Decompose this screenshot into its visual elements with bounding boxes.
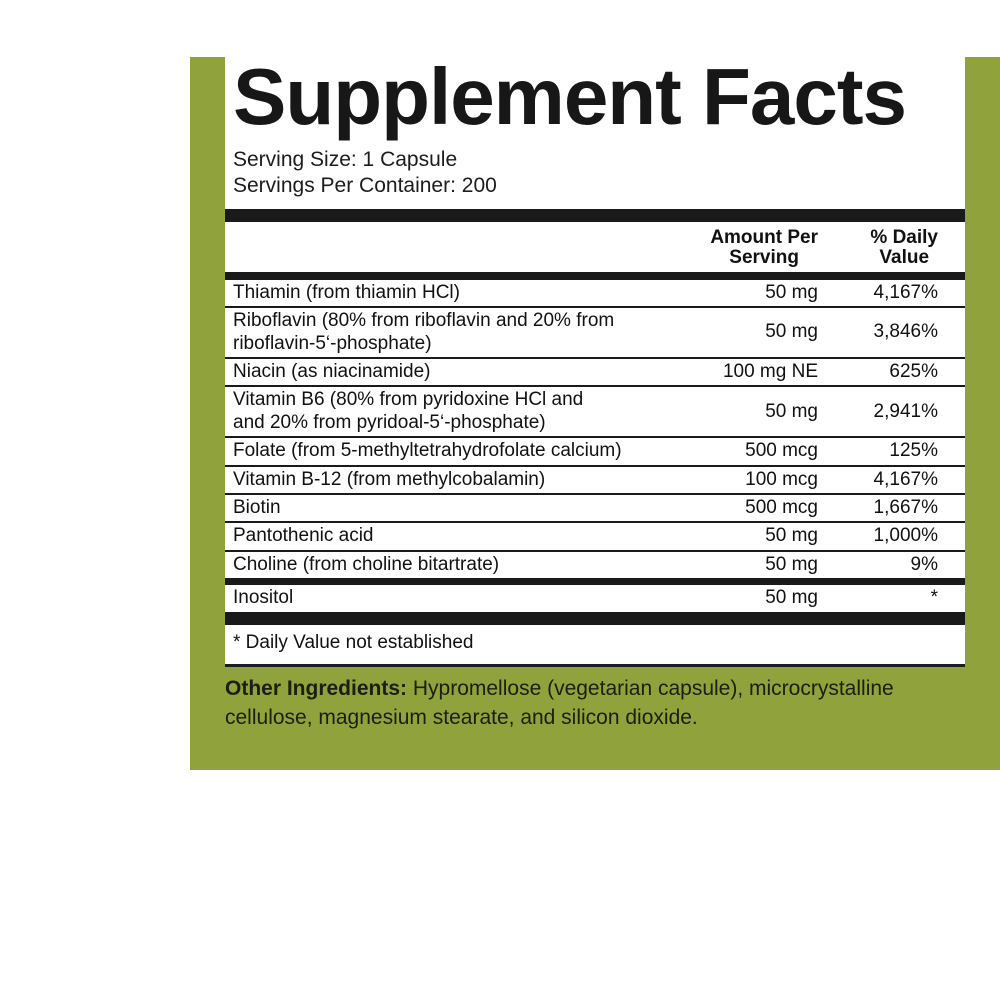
table-row: Inositol 50 mg *: [225, 585, 965, 611]
percent-daily-value: 2,941%: [873, 400, 938, 422]
header-percent-daily-value: % Daily Value: [870, 226, 938, 268]
panel-header-block: Supplement Facts Serving Size: 1 Capsule…: [225, 57, 965, 200]
amount-per-serving: 100 mcg: [745, 468, 818, 490]
amount-per-serving: 500 mcg: [745, 497, 818, 519]
daily-value-footnote: * Daily Value not established: [233, 631, 474, 653]
amount-per-serving: 50 mg: [765, 281, 818, 303]
percent-daily-value: 4,167%: [873, 281, 938, 303]
ingredient-name: Vitamin B-12 (from methylcobalamin): [233, 468, 546, 490]
panel-title: Supplement Facts: [233, 52, 907, 141]
table-row: Niacin (as niacinamide) 100 mg NE 625%: [225, 357, 965, 385]
ingredient-name: Niacin (as niacinamide): [233, 361, 431, 382]
amount-per-serving: 100 mg NE: [722, 361, 818, 382]
percent-daily-value: 9%: [910, 553, 938, 575]
header-amount-per-serving: Amount Per Serving: [710, 226, 818, 268]
serving-info: Serving Size: 1 Capsule Servings Per Con…: [233, 147, 957, 200]
divider-below-header: [225, 271, 965, 280]
percent-daily-value: 3,846%: [873, 321, 938, 343]
supplement-facts-panel: Supplement Facts Serving Size: 1 Capsule…: [225, 57, 965, 667]
other-ingredients-text: Hypromellose (vegetarian capsule), micro…: [225, 676, 894, 730]
divider-thick-bottom: [225, 611, 965, 625]
table-row: Pantothenic acid 50 mg 1,000%: [225, 521, 965, 549]
table-row: Vitamin B-12 (from methylcobalamin) 100 …: [225, 464, 965, 493]
amount-per-serving: 50 mg: [765, 321, 818, 343]
ingredient-name: Vitamin B6 (80% from pyridoxine HCl and …: [233, 389, 584, 433]
ingredient-name: Biotin: [233, 497, 281, 519]
ingredient-name: Choline (from choline bitartrate): [233, 553, 500, 575]
ingredient-name: Thiamin (from thiamin HCl): [233, 281, 460, 303]
divider-thick-top: [225, 208, 965, 222]
serving-size: Serving Size: 1 Capsule: [233, 148, 458, 171]
percent-daily-value: 1,000%: [873, 525, 938, 547]
amount-per-serving: 50 mg: [765, 400, 818, 422]
divider-above-inositol: [225, 578, 965, 586]
percent-daily-value: 125%: [889, 440, 938, 462]
ingredient-name: Folate (from 5-methyltetrahydrofolate ca…: [233, 440, 622, 462]
percent-daily-value: *: [930, 587, 938, 609]
table-row: Thiamin (from thiamin HCl) 50 mg 4,167%: [225, 280, 965, 306]
other-ingredients: Other Ingredients: Hypromellose (vegetar…: [225, 674, 965, 734]
table-row: Biotin 500 mcg 1,667%: [225, 493, 965, 521]
amount-per-serving: 50 mg: [765, 525, 818, 547]
table-header-row: Amount Per Serving % Daily Value: [225, 222, 965, 272]
amount-per-serving: 500 mcg: [745, 440, 818, 462]
other-ingredients-label: Other Ingredients:: [225, 676, 408, 700]
percent-daily-value: 4,167%: [873, 468, 938, 490]
table-row: Riboflavin (80% from riboflavin and 20% …: [225, 306, 965, 357]
amount-per-serving: 50 mg: [765, 587, 818, 609]
servings-per-container: Servings Per Container: 200: [233, 174, 497, 198]
amount-per-serving: 50 mg: [765, 553, 818, 575]
percent-daily-value: 1,667%: [873, 497, 938, 519]
table-row: Choline (from choline bitartrate) 50 mg …: [225, 549, 965, 578]
table-row: Folate (from 5-methyltetrahydrofolate ca…: [225, 436, 965, 464]
percent-daily-value: 625%: [889, 361, 938, 382]
ingredient-name: Riboflavin (80% from riboflavin and 20% …: [233, 310, 615, 354]
label-background: Supplement Facts Serving Size: 1 Capsule…: [190, 57, 1000, 770]
ingredient-name: Pantothenic acid: [233, 525, 374, 547]
table-row: Vitamin B6 (80% from pyridoxine HCl and …: [225, 385, 965, 436]
ingredient-name: Inositol: [233, 587, 294, 609]
